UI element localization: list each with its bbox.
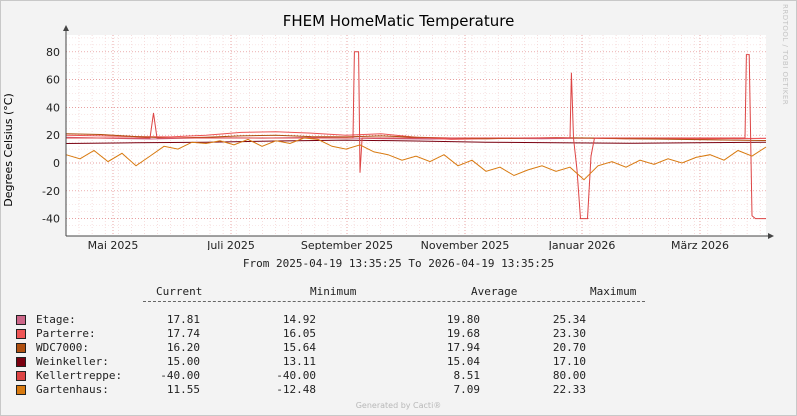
series-line (65, 139, 767, 144)
legend-maximum: 25.34 (552, 313, 586, 326)
x-tick-label: Mai 2025 (88, 239, 139, 250)
legend-maximum: 80.00 (552, 369, 586, 382)
x-tick-label: November 2025 (421, 239, 510, 250)
y-tick-label: 0 (53, 157, 60, 170)
series-line (65, 137, 767, 181)
footer-credit: Generated by Cacti® (355, 401, 442, 410)
legend-average: 19.80 (446, 313, 480, 326)
legend-divider (143, 301, 645, 302)
legend-name: Etage: (36, 313, 76, 326)
legend-swatch (16, 371, 26, 381)
legend-swatch (16, 343, 26, 353)
legend-header-minimum: Minimum (310, 285, 357, 298)
x-tick-label: März 2026 (671, 239, 729, 250)
rrdtool-watermark: RRDTOOL / TOBI OETIKER (781, 4, 789, 106)
legend-minimum: 16.05 (282, 327, 316, 340)
legend-minimum: -12.48 (276, 383, 316, 396)
x-tick-label: Januar 2026 (548, 239, 616, 250)
legend-maximum: 17.10 (552, 355, 586, 368)
y-tick-label: -20 (42, 185, 60, 198)
legend-average: 17.94 (446, 341, 480, 354)
legend-name: Parterre: (36, 327, 96, 340)
legend-name: Kellertreppe: (36, 369, 123, 382)
legend-current: 17.74 (166, 327, 200, 340)
legend-current: 11.55 (166, 383, 200, 396)
plot-area: 80 60 40 20 0 -20 -40 Mai 2025 Juli 2025 Septembe… (42, 25, 774, 250)
legend-maximum: 23.30 (552, 327, 586, 340)
y-tick-label: -40 (42, 213, 60, 226)
legend-average: 19.68 (446, 327, 480, 340)
legend-swatch (16, 385, 26, 395)
y-axis-arrow (63, 25, 69, 31)
legend-header-current: Current (156, 285, 203, 298)
y-tick-label: 80 (46, 46, 60, 59)
series-line (66, 51, 766, 220)
legend-name: Weinkeller: (36, 355, 109, 368)
legend-current: 15.00 (166, 355, 200, 368)
chart-title: FHEM HomeMatic Temperature (282, 12, 515, 30)
x-tick-label: Juli 2025 (206, 239, 255, 250)
y-tick-label: 60 (46, 74, 60, 87)
legend-swatch (16, 357, 26, 367)
legend-current: -40.00 (160, 369, 200, 382)
y-tick-label: 20 (46, 129, 60, 142)
legend-minimum: 15.64 (282, 341, 316, 354)
legend-average: 7.09 (453, 383, 481, 396)
legend-maximum: 20.70 (552, 341, 586, 354)
legend-current: 17.81 (166, 313, 200, 326)
legend-average: 15.04 (446, 355, 480, 368)
x-tick-label: September 2025 (301, 239, 393, 250)
legend-name: WDC7000: (36, 341, 89, 354)
x-axis-arrow (768, 233, 774, 239)
legend-minimum: -40.00 (276, 369, 316, 382)
legend-minimum: 13.11 (282, 355, 316, 368)
legend-header-maximum: Maximum (590, 285, 637, 298)
legend-current: 16.20 (166, 341, 200, 354)
legend-minimum: 14.92 (282, 313, 316, 326)
legend-maximum: 22.33 (552, 383, 586, 396)
legend-swatch (16, 329, 26, 339)
y-tick-label: 40 (46, 101, 60, 114)
legend-average: 8.51 (453, 369, 481, 382)
plot-background (66, 35, 766, 236)
legend-name: Gartenhaus: (36, 383, 109, 396)
legend-swatch (16, 315, 26, 325)
time-range-text: From 2025-04-19 13:35:25 To 2026-04-19 1… (242, 257, 555, 270)
legend-header-average: Average (471, 285, 518, 298)
